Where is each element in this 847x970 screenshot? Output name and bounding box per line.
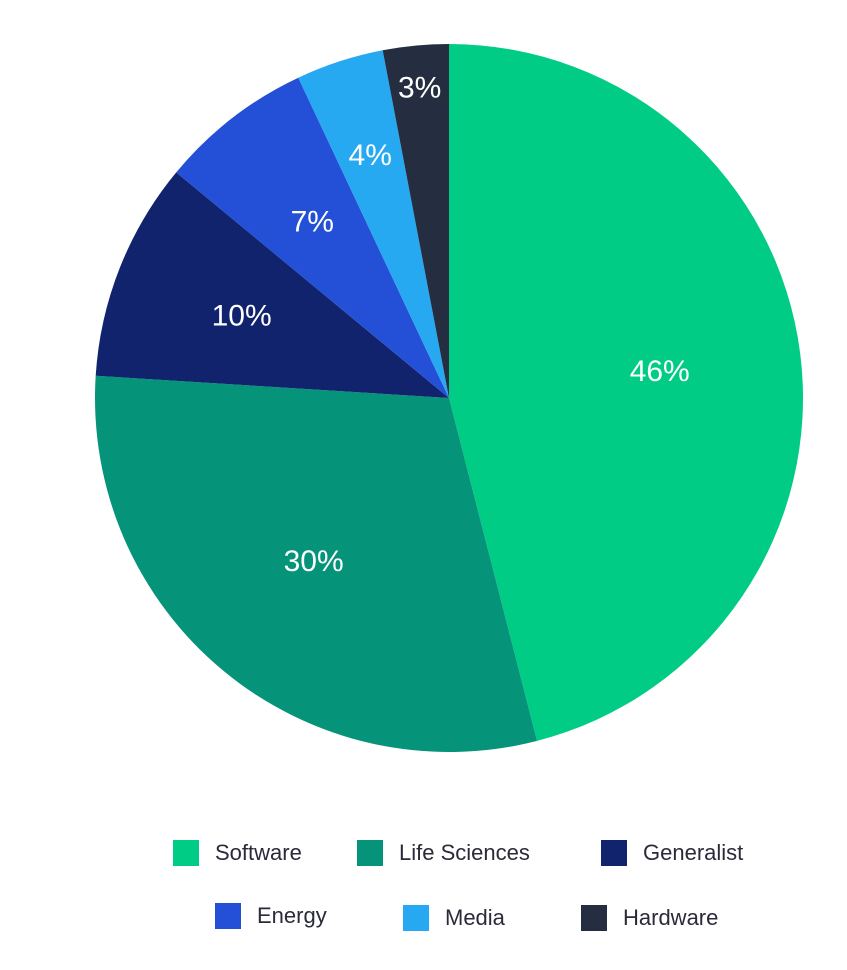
legend-swatch-energy xyxy=(215,903,241,929)
slice-label-media: 4% xyxy=(349,139,392,172)
legend-label-software: Software xyxy=(215,840,302,865)
legend-label-life-sciences: Life Sciences xyxy=(399,840,530,865)
legend-swatch-life-sciences xyxy=(357,840,383,866)
slice-label-software: 46% xyxy=(630,355,690,388)
legend-item-generalist: Generalist xyxy=(601,839,743,867)
slice-label-hardware: 3% xyxy=(398,71,441,104)
legend-label-generalist: Generalist xyxy=(643,840,744,865)
legend-item-hardware: Hardware xyxy=(581,904,718,932)
pie-slice-generalist xyxy=(95,172,449,398)
legend-label-energy: Energy xyxy=(257,903,327,928)
legend-swatch-software xyxy=(173,840,199,866)
legend-label-media: Media xyxy=(445,905,505,930)
pie-slice-media xyxy=(298,50,449,398)
legend-item-life-sciences: Life Sciences xyxy=(357,839,530,867)
pie-labels: 46% 30% 10% 7% 4% 3% xyxy=(212,71,690,578)
slice-label-energy: 7% xyxy=(291,205,334,238)
legend-item-media: Media xyxy=(403,904,505,932)
legend-item-energy: Energy xyxy=(215,902,327,930)
pie-slice-energy xyxy=(176,77,449,398)
pie-slice-software xyxy=(449,44,803,741)
pie-slice-life-sciences xyxy=(94,375,538,752)
legend-swatch-media xyxy=(403,905,429,931)
legend-swatch-generalist xyxy=(601,840,627,866)
legend-item-software: Software xyxy=(173,839,302,867)
slice-label-generalist: 10% xyxy=(212,299,272,332)
pie-chart: 46% 30% 10% 7% 4% 3% xyxy=(94,44,803,752)
pie-slices xyxy=(94,44,803,752)
legend-label-hardware: Hardware xyxy=(623,905,719,930)
slice-label-life-sciences: 30% xyxy=(284,545,344,578)
pie-slice-hardware xyxy=(382,44,449,398)
legend-swatch-hardware xyxy=(581,905,607,931)
